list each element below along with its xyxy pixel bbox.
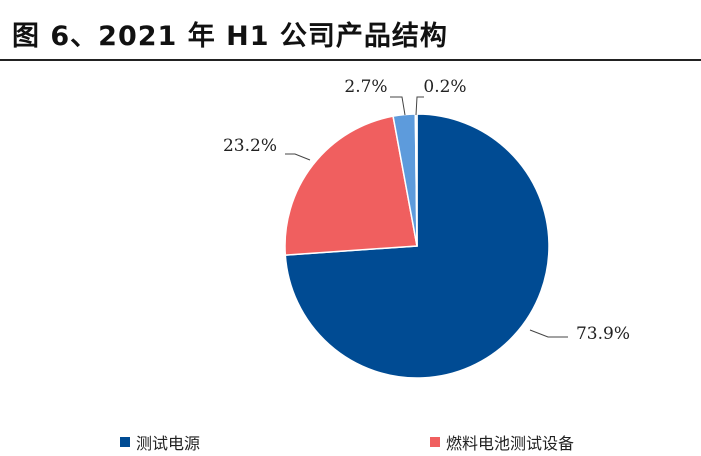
legend-label-test-power: 测试电源 xyxy=(136,434,201,453)
leader-line-2 xyxy=(390,96,406,116)
pie-slice-1 xyxy=(284,115,418,256)
legend-swatch-test-power xyxy=(120,437,130,447)
legend-item-fuel-cell: 燃料电池测试设备 xyxy=(430,430,574,454)
leader-line-0 xyxy=(529,329,568,338)
legend-label-fuel-cell: 燃料电池测试设备 xyxy=(446,434,575,453)
leader-line-3 xyxy=(415,96,424,116)
data-label-3: 0.2% xyxy=(423,77,466,97)
page-title: 图 6、2021 年 H1 公司产品结构 xyxy=(12,21,448,52)
legend-swatch-fuel-cell xyxy=(430,437,440,447)
data-label-2: 2.7% xyxy=(344,77,387,97)
leader-line-1 xyxy=(285,153,311,161)
legend-item-test-power: 测试电源 xyxy=(120,430,200,454)
data-label-1: 23.2% xyxy=(223,136,277,156)
pie-chart: 73.9% 23.2% 2.7% 0.2% xyxy=(223,77,630,379)
title-divider xyxy=(0,59,701,61)
data-label-0: 73.9% xyxy=(576,324,630,344)
